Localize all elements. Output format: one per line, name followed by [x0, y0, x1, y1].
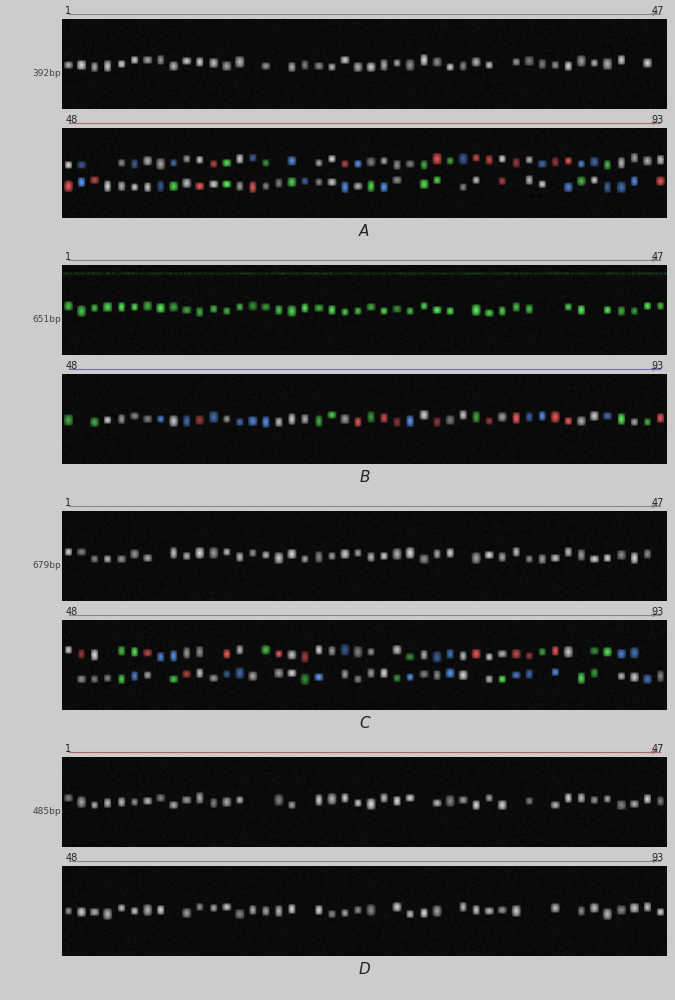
Text: 679bp: 679bp	[32, 560, 61, 569]
Text: 47: 47	[651, 498, 664, 508]
Text: 93: 93	[651, 361, 664, 371]
Text: 47: 47	[651, 252, 664, 262]
Text: 1: 1	[65, 744, 72, 754]
Text: 47: 47	[651, 6, 664, 16]
Text: 1: 1	[65, 498, 72, 508]
Text: A: A	[359, 224, 370, 239]
Text: D: D	[358, 962, 371, 977]
Text: 485bp: 485bp	[32, 806, 61, 816]
Text: B: B	[359, 470, 370, 485]
Text: 93: 93	[651, 853, 664, 863]
Text: 651bp: 651bp	[32, 314, 61, 324]
Text: 1: 1	[65, 252, 72, 262]
Text: 47: 47	[651, 744, 664, 754]
Text: 392bp: 392bp	[32, 68, 61, 78]
Text: C: C	[359, 716, 370, 731]
Text: 48: 48	[65, 115, 78, 125]
Text: 93: 93	[651, 607, 664, 617]
Text: 1: 1	[65, 6, 72, 16]
Text: 48: 48	[65, 853, 78, 863]
Text: 48: 48	[65, 607, 78, 617]
Text: 93: 93	[651, 115, 664, 125]
Text: 48: 48	[65, 361, 78, 371]
